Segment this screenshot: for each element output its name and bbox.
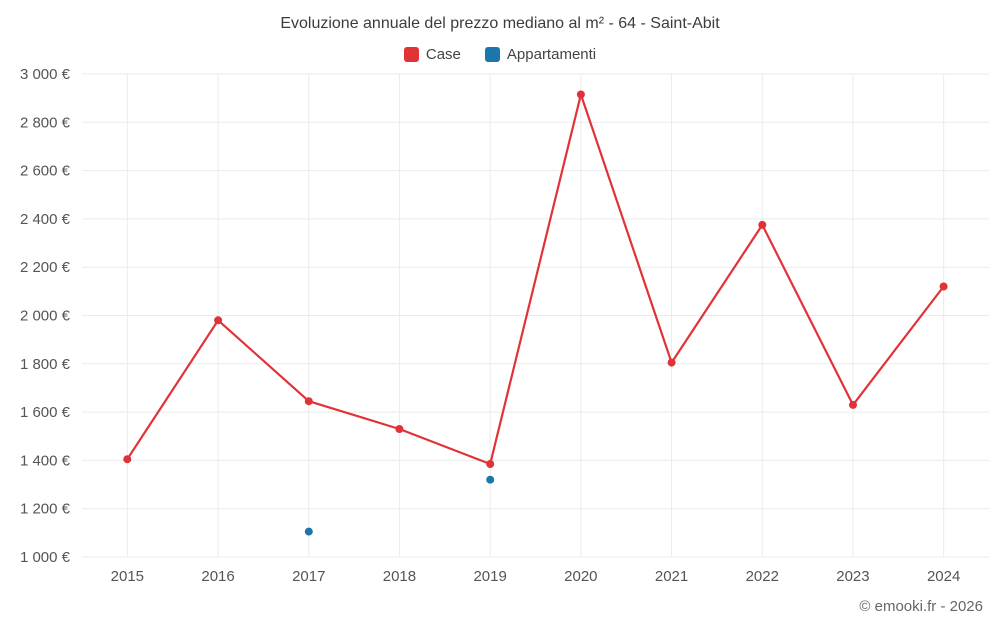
case-legend-label: Case bbox=[425, 46, 461, 63]
data-point-case bbox=[939, 282, 948, 291]
x-axis-tick-label: 2022 bbox=[746, 568, 779, 585]
x-axis-tick-label: 2024 bbox=[927, 568, 960, 585]
data-point-case bbox=[123, 455, 132, 464]
legend-item-appartamenti[interactable]: Appartamenti bbox=[484, 46, 597, 63]
case-legend-swatch bbox=[403, 47, 419, 62]
x-axis-tick-label: 2016 bbox=[201, 568, 234, 585]
data-point-case bbox=[214, 316, 223, 325]
series-line-case bbox=[126, 93, 945, 466]
x-axis-tick-label: 2017 bbox=[292, 568, 325, 585]
chart-title: Evoluzione annuale del prezzo mediano al… bbox=[280, 15, 720, 32]
y-axis-tick-label: 1 800 € bbox=[20, 356, 71, 373]
legend: Case Appartamenti bbox=[0, 46, 1000, 63]
x-axis-tick-label: 2020 bbox=[564, 568, 597, 585]
data-point-appartamenti bbox=[304, 527, 313, 536]
y-axis-tick-label: 3 000 € bbox=[20, 66, 71, 83]
y-axis-tick-label: 1 200 € bbox=[20, 501, 71, 518]
data-point-case bbox=[395, 425, 404, 433]
data-point-case bbox=[849, 400, 857, 409]
x-axis-tick-label: 2023 bbox=[836, 568, 869, 585]
x-axis-tick-label: 2021 bbox=[655, 568, 688, 585]
appartamenti-legend-label: Appartamenti bbox=[506, 46, 597, 63]
y-axis-tick-label: 1 400 € bbox=[20, 452, 71, 469]
legend-item-case[interactable]: Case bbox=[403, 46, 461, 63]
y-axis-tick-label: 2 600 € bbox=[20, 163, 71, 180]
data-point-case bbox=[576, 90, 585, 99]
y-axis-tick-label: 1 600 € bbox=[20, 404, 71, 421]
x-axis-tick-label: 2018 bbox=[383, 568, 416, 585]
data-point-case bbox=[486, 460, 495, 468]
x-axis-tick-label: 2015 bbox=[111, 568, 144, 585]
data-point-appartamenti bbox=[486, 475, 495, 484]
y-axis-tick-label: 2 000 € bbox=[20, 308, 71, 325]
y-axis-tick-label: 2 400 € bbox=[20, 211, 71, 228]
x-axis-tick-label: 2019 bbox=[473, 568, 506, 585]
data-point-case bbox=[758, 220, 767, 229]
y-axis-tick-label: 2 800 € bbox=[20, 114, 71, 131]
y-axis-tick-label: 1 000 € bbox=[20, 549, 71, 566]
y-axis-tick-label: 2 200 € bbox=[20, 259, 71, 276]
appartamenti-legend-swatch bbox=[484, 47, 500, 62]
data-point-case bbox=[667, 358, 676, 367]
data-point-case bbox=[304, 397, 313, 406]
copyright: © emooki.fr - 2026 bbox=[859, 598, 983, 615]
